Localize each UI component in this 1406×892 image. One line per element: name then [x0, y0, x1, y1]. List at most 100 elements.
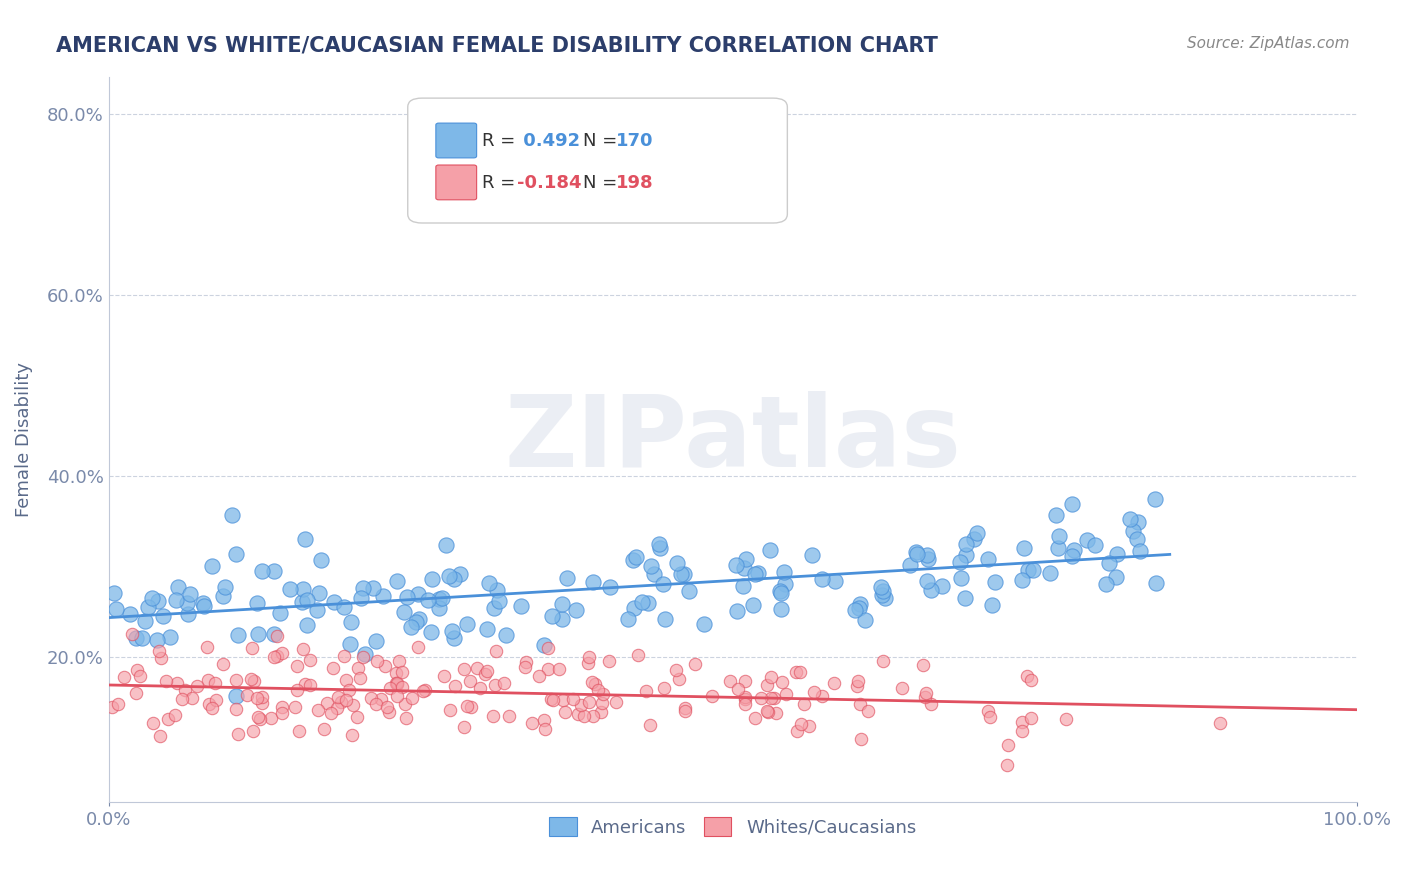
Point	[179, 587, 201, 601]
Point	[292, 642, 315, 657]
Point	[360, 691, 382, 706]
Point	[342, 728, 364, 742]
Point	[551, 612, 574, 626]
Point	[380, 681, 402, 696]
Point	[1047, 541, 1070, 555]
Point	[177, 607, 200, 622]
Point	[239, 672, 262, 686]
Point	[515, 660, 537, 674]
Point	[727, 682, 749, 697]
Point	[742, 598, 765, 612]
Point	[654, 612, 676, 626]
Point	[364, 633, 387, 648]
Point	[1063, 543, 1085, 558]
Point	[979, 710, 1001, 724]
Point	[541, 693, 564, 707]
Point	[811, 689, 834, 703]
Point	[145, 632, 167, 647]
Point	[394, 698, 416, 712]
Point	[623, 601, 645, 615]
Point	[693, 617, 716, 632]
Point	[325, 701, 347, 715]
Point	[240, 640, 263, 655]
Point	[915, 574, 938, 588]
Point	[440, 624, 463, 638]
Point	[366, 654, 388, 668]
Point	[420, 624, 443, 639]
Point	[243, 674, 266, 689]
Point	[105, 602, 128, 616]
Point	[747, 566, 769, 580]
Point	[797, 719, 820, 733]
Point	[1039, 566, 1062, 580]
Point	[1126, 515, 1149, 529]
Point	[429, 592, 451, 607]
Point	[150, 651, 173, 665]
Point	[733, 561, 755, 575]
Point	[598, 654, 620, 668]
Point	[1098, 556, 1121, 570]
Point	[790, 717, 813, 731]
Point	[583, 677, 606, 691]
Point	[477, 622, 499, 636]
Point	[352, 650, 374, 665]
Point	[456, 617, 478, 632]
Point	[668, 672, 690, 686]
Point	[617, 612, 640, 626]
Point	[361, 581, 384, 595]
Point	[263, 627, 285, 641]
Point	[571, 698, 593, 713]
Point	[848, 601, 870, 615]
Point	[773, 565, 796, 579]
Point	[803, 684, 825, 698]
Point	[995, 758, 1018, 772]
Text: ZIPatlas: ZIPatlas	[505, 392, 962, 488]
Point	[977, 552, 1000, 566]
Point	[759, 542, 782, 557]
Point	[823, 675, 845, 690]
Point	[427, 601, 450, 615]
Point	[391, 680, 413, 694]
Point	[170, 691, 193, 706]
Point	[666, 556, 689, 570]
Point	[312, 723, 335, 737]
Point	[756, 678, 779, 692]
Point	[370, 692, 392, 706]
Point	[401, 691, 423, 706]
Point	[180, 691, 202, 706]
Point	[567, 706, 589, 721]
Point	[474, 667, 496, 681]
Point	[564, 603, 586, 617]
Point	[578, 649, 600, 664]
Point	[915, 686, 938, 700]
Point	[486, 583, 509, 598]
Point	[449, 567, 471, 582]
Point	[456, 699, 478, 714]
Point	[627, 648, 650, 662]
Point	[756, 705, 779, 719]
Point	[673, 567, 696, 582]
Point	[872, 654, 894, 668]
Point	[533, 713, 555, 727]
Point	[1094, 577, 1116, 591]
Point	[246, 596, 269, 610]
Point	[350, 591, 373, 605]
Point	[155, 674, 177, 689]
Point	[432, 591, 454, 606]
Point	[250, 690, 273, 705]
Point	[1143, 492, 1166, 507]
Point	[1144, 576, 1167, 591]
Point	[399, 620, 422, 634]
Point	[395, 711, 418, 725]
Point	[432, 669, 454, 683]
Point	[845, 679, 868, 693]
Point	[165, 593, 187, 607]
Point	[152, 608, 174, 623]
Point	[335, 692, 357, 706]
Point	[413, 682, 436, 697]
Point	[266, 630, 288, 644]
Point	[121, 627, 143, 641]
Point	[288, 723, 311, 738]
Point	[284, 700, 307, 714]
Text: AMERICAN VS WHITE/CAUCASIAN FEMALE DISABILITY CORRELATION CHART: AMERICAN VS WHITE/CAUCASIAN FEMALE DISAB…	[56, 36, 938, 55]
